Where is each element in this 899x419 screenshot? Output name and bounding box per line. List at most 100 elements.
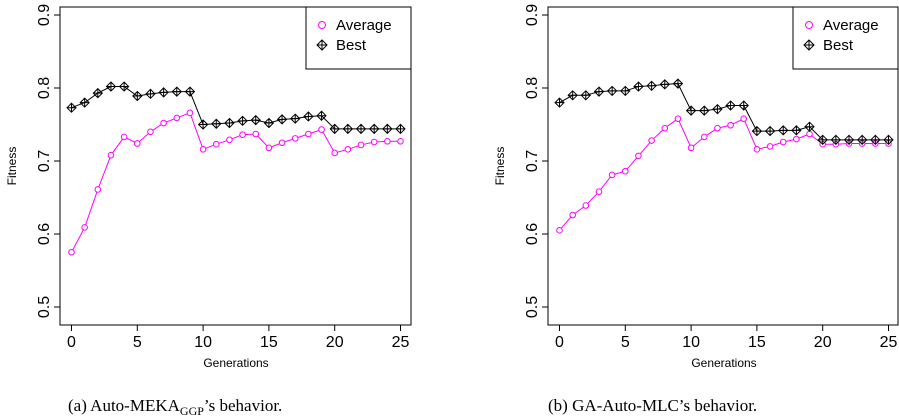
data-point xyxy=(582,202,590,209)
legend-label: Best xyxy=(823,37,854,54)
data-point xyxy=(883,134,894,146)
legend-marker-best xyxy=(803,39,815,51)
data-point xyxy=(107,151,115,159)
data-point xyxy=(580,90,592,101)
series-line xyxy=(71,112,401,253)
data-point xyxy=(672,78,684,89)
x-tick-label: 10 xyxy=(194,334,212,351)
y-axis-title: Fitness xyxy=(493,147,507,186)
data-point xyxy=(370,138,378,146)
legend-marker-average xyxy=(318,21,326,29)
legend-box xyxy=(792,6,899,70)
data-point xyxy=(569,211,576,219)
x-tick-label: 20 xyxy=(814,334,832,351)
data-point xyxy=(329,123,340,135)
data-point xyxy=(252,130,260,138)
data-point xyxy=(66,102,77,113)
x-tick-label: 0 xyxy=(555,334,564,351)
series-average xyxy=(68,109,404,256)
y-tick-label: 0.6 xyxy=(524,223,541,245)
data-point xyxy=(291,135,299,142)
data-point xyxy=(804,121,815,132)
data-point xyxy=(699,105,710,116)
data-point xyxy=(132,90,143,102)
data-point xyxy=(764,125,776,137)
data-point xyxy=(830,134,842,146)
data-point xyxy=(211,118,222,129)
figure-caption: (b) GA-Auto-MLC’s behavior. xyxy=(548,396,757,415)
data-point xyxy=(870,134,881,146)
data-point xyxy=(806,130,813,138)
data-point xyxy=(397,137,404,145)
legend-box xyxy=(305,6,412,70)
y-tick-label: 0.5 xyxy=(524,296,541,318)
data-point xyxy=(197,119,209,130)
data-point xyxy=(368,123,380,135)
data-point xyxy=(620,85,631,97)
legend-label: Average xyxy=(823,17,879,34)
data-point xyxy=(556,227,563,234)
y-tick-label: 0.8 xyxy=(36,77,53,99)
data-point xyxy=(92,87,104,99)
series-average xyxy=(556,115,892,234)
data-point xyxy=(318,126,325,133)
data-point xyxy=(778,125,789,136)
data-point xyxy=(105,81,117,92)
data-point xyxy=(305,130,312,138)
data-point xyxy=(237,115,248,127)
y-tick-label: 0.7 xyxy=(36,150,53,172)
data-point xyxy=(608,171,616,179)
caption-suffix: ’s behavior. xyxy=(204,396,282,415)
data-point xyxy=(635,152,642,160)
chart-panel-b: 0 5 10 15 20 25 0.5 0.6 0.7 0.8 0.9 Generations Fitn… xyxy=(493,4,899,415)
legend: Average Best xyxy=(305,6,412,70)
data-point xyxy=(278,139,286,147)
data-point xyxy=(751,125,763,137)
x-tick-label: 15 xyxy=(748,334,766,351)
x-tick-label: 10 xyxy=(682,334,700,351)
data-point xyxy=(766,143,774,150)
caption-text: (a) Auto-MEKA xyxy=(68,396,181,415)
y-axis-title: Fitness xyxy=(5,147,19,186)
data-point xyxy=(554,97,565,108)
data-point xyxy=(646,80,657,92)
y-tick-label: 0.9 xyxy=(36,4,53,26)
data-point xyxy=(714,124,721,132)
data-point xyxy=(118,81,130,92)
legend-marker-best xyxy=(316,39,328,51)
data-point xyxy=(661,124,669,132)
caption-subscript: GGP xyxy=(180,404,204,418)
data-point xyxy=(331,149,339,157)
data-point xyxy=(199,146,207,153)
x-tick-label: 25 xyxy=(880,334,898,351)
data-point xyxy=(171,86,182,97)
data-point xyxy=(303,111,314,122)
data-point xyxy=(158,87,169,98)
data-point xyxy=(382,123,393,135)
data-point xyxy=(856,134,868,146)
data-point xyxy=(753,146,761,153)
series-best xyxy=(66,81,406,135)
legend-label: Average xyxy=(336,17,392,34)
data-point xyxy=(593,86,605,97)
data-point xyxy=(355,123,367,135)
data-point xyxy=(687,144,695,152)
series-best xyxy=(554,78,894,146)
data-point xyxy=(727,121,734,129)
data-point xyxy=(725,100,736,111)
x-tick-label: 5 xyxy=(133,334,142,351)
data-point xyxy=(316,110,327,121)
data-point xyxy=(160,119,167,127)
data-point xyxy=(384,137,391,145)
data-point xyxy=(779,138,787,146)
x-tick-label: 25 xyxy=(392,334,410,351)
data-point xyxy=(342,123,354,135)
legend: Average Best xyxy=(792,6,899,70)
data-point xyxy=(817,134,828,146)
data-point xyxy=(250,114,261,126)
data-point xyxy=(700,133,708,141)
data-point xyxy=(186,109,194,117)
data-point xyxy=(344,146,352,153)
data-point xyxy=(68,248,75,256)
x-tick-label: 0 xyxy=(67,334,76,351)
